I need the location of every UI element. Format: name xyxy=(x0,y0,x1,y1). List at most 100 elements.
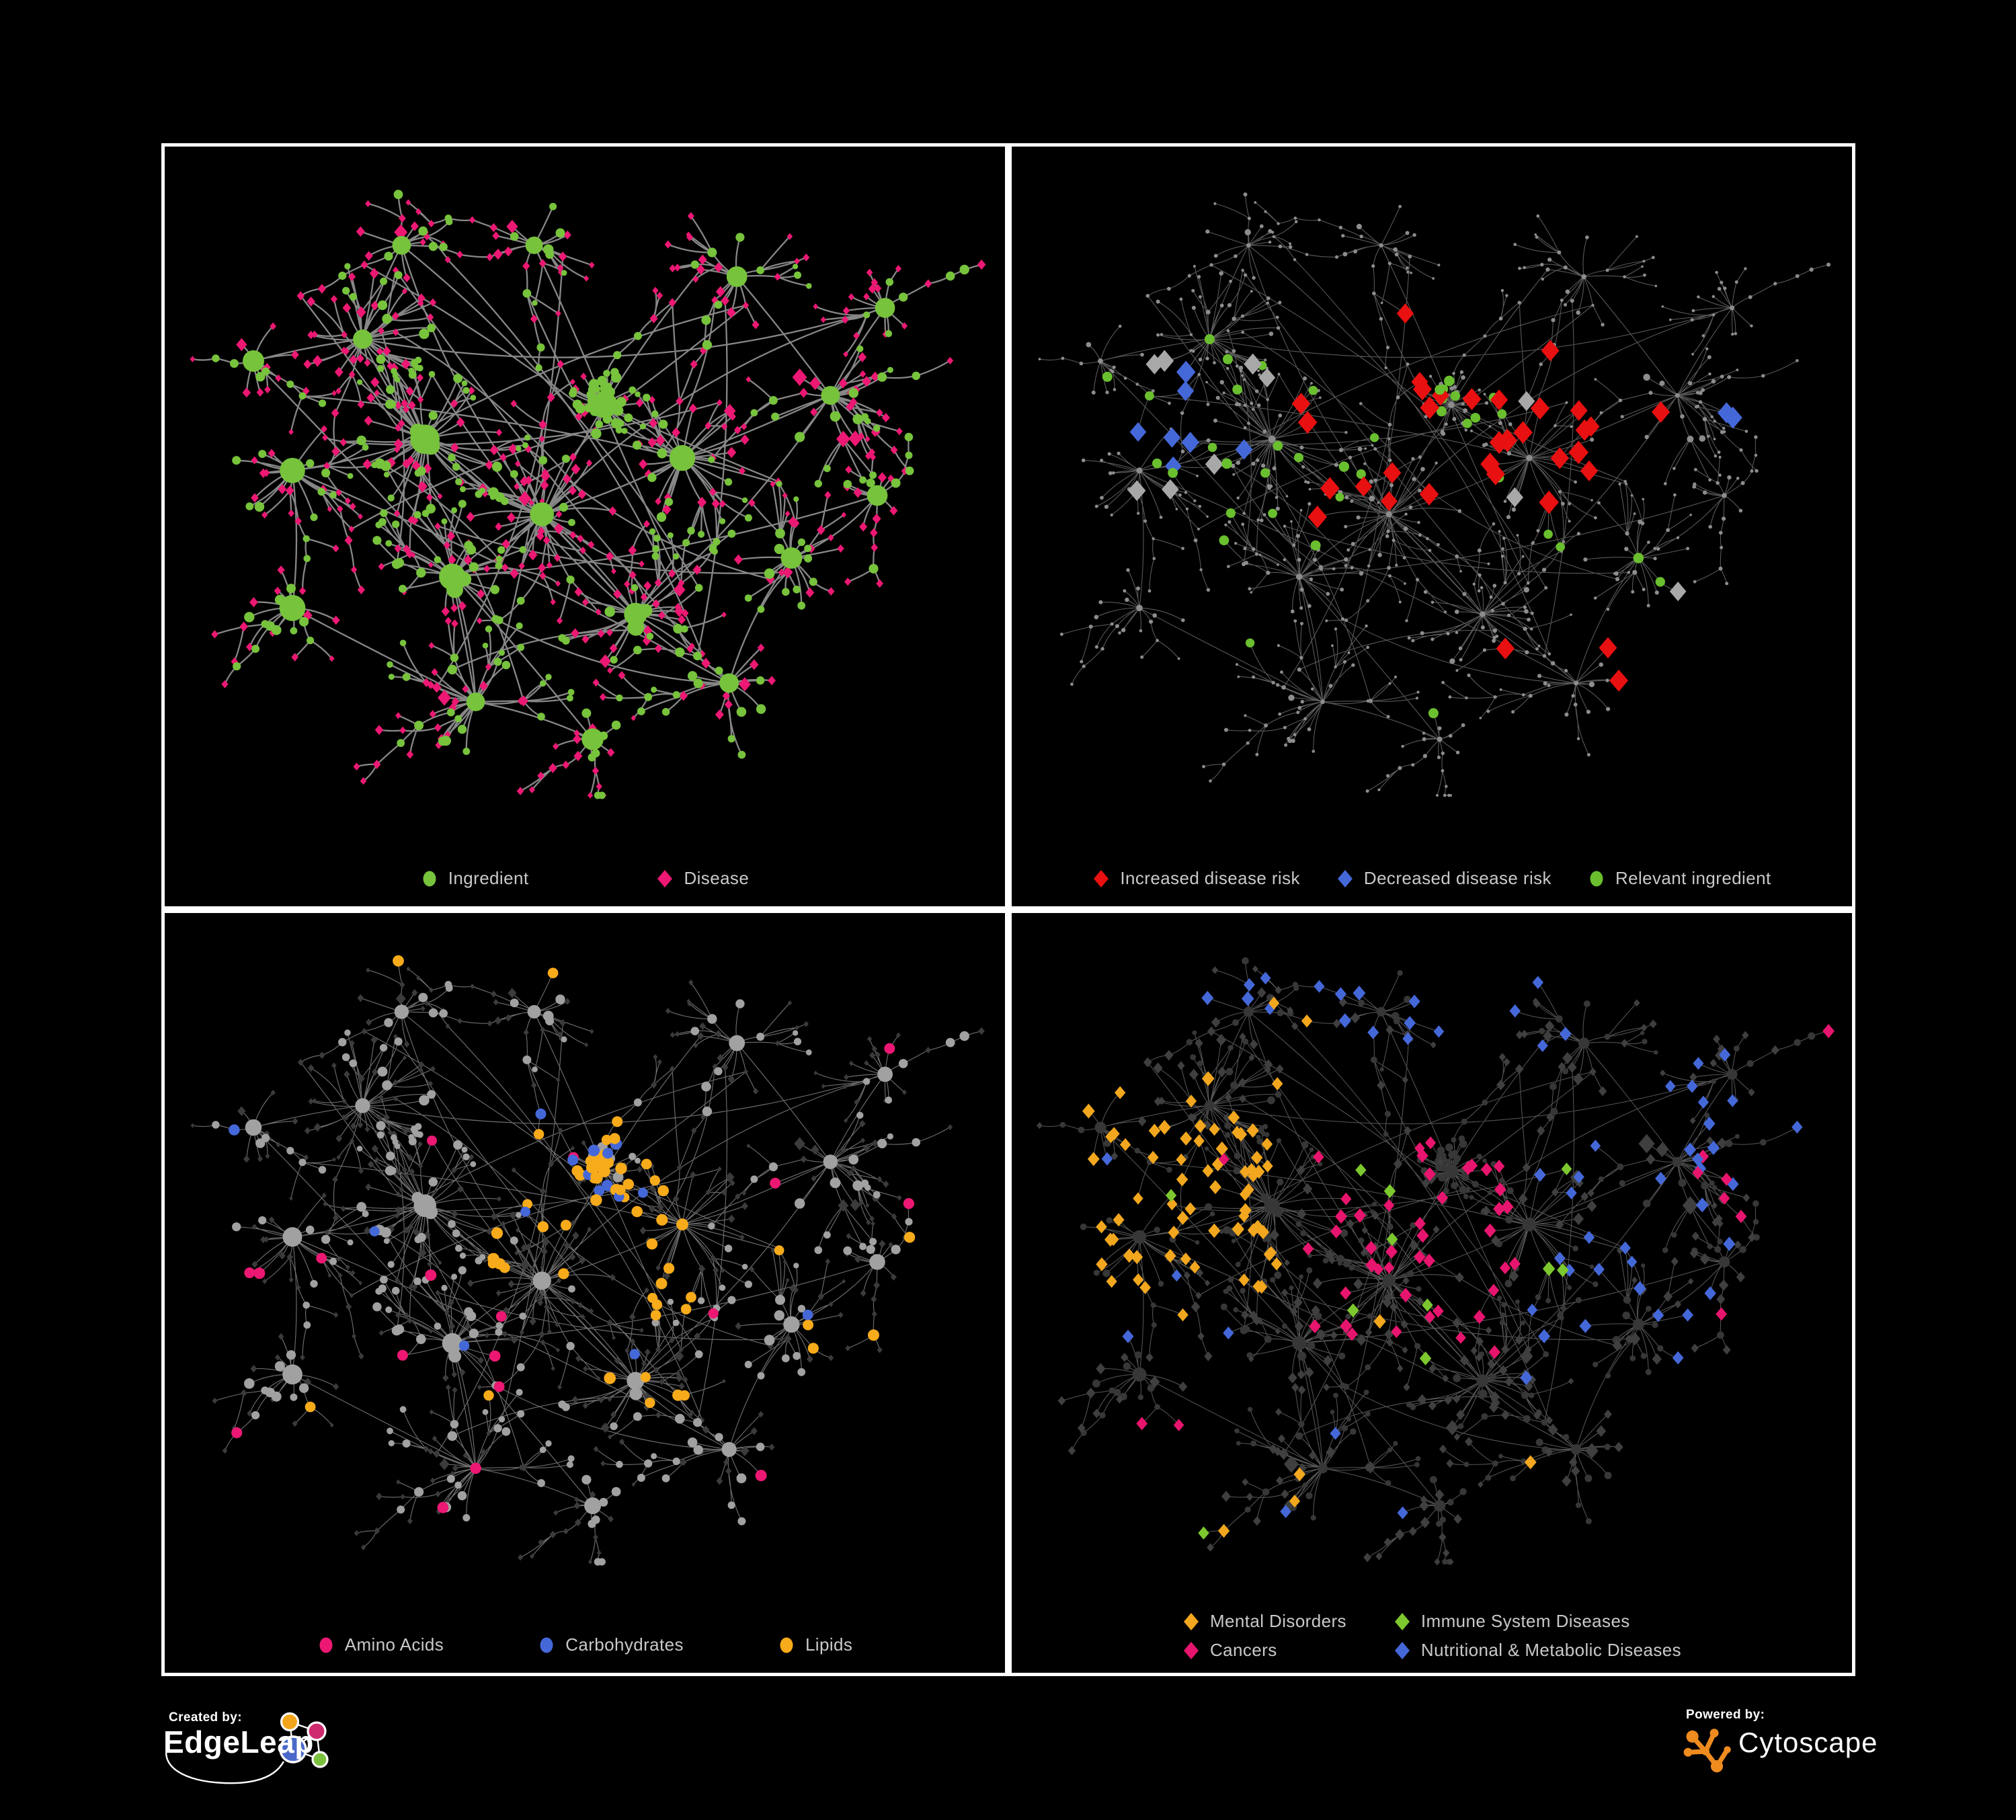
ingredient-node xyxy=(1722,426,1726,430)
disease-node xyxy=(516,1228,520,1233)
disease-node xyxy=(476,617,483,625)
ingredient-node xyxy=(887,1133,893,1140)
disease-node xyxy=(689,642,695,649)
ingredient-node xyxy=(1275,1091,1282,1098)
disease-node xyxy=(1478,573,1482,577)
ingredient-node xyxy=(1260,1193,1269,1202)
ingredient-node xyxy=(1318,1162,1323,1166)
disease-node xyxy=(420,1006,426,1012)
disease-node xyxy=(514,1250,519,1256)
disease-node xyxy=(1439,1532,1447,1542)
ingredient-node xyxy=(750,409,758,417)
ingredient-node xyxy=(1379,243,1383,248)
ingredient-node xyxy=(638,1187,648,1198)
ingredient-node xyxy=(1152,459,1162,469)
legend-label: Mental Disorders xyxy=(1210,1611,1346,1631)
disease-node xyxy=(411,1319,415,1324)
disease-node xyxy=(491,1212,498,1221)
ingredient-node xyxy=(1646,604,1650,608)
disease-node xyxy=(538,435,545,442)
disease-node xyxy=(598,1396,604,1404)
disease-node xyxy=(1503,581,1507,585)
ingredient-node xyxy=(1223,1226,1231,1234)
disease-node xyxy=(629,570,637,580)
ingredient-node xyxy=(616,694,623,702)
ingredient-node xyxy=(1748,295,1752,299)
disease-node xyxy=(1394,1158,1403,1169)
disease-node xyxy=(402,1055,407,1060)
disease-node xyxy=(312,355,323,367)
disease-node xyxy=(1689,1072,1697,1082)
ingredient-node xyxy=(572,399,583,409)
ingredient-node xyxy=(495,1311,507,1322)
disease-node xyxy=(883,1180,889,1188)
ingredient-node xyxy=(399,584,407,593)
disease-node xyxy=(1554,424,1557,428)
disease-node xyxy=(485,663,492,671)
disease-node xyxy=(1436,1191,1449,1205)
ingredient-node xyxy=(1439,1174,1445,1180)
disease-node xyxy=(1133,1273,1144,1286)
ingredient-node xyxy=(1394,252,1399,257)
ingredient-node xyxy=(286,381,294,388)
ingredient-node xyxy=(1545,1298,1551,1304)
ingredient-node xyxy=(904,432,914,442)
node-layer xyxy=(190,955,985,1566)
disease-node xyxy=(1293,619,1297,623)
ingredient-node xyxy=(1276,326,1281,330)
disease-node xyxy=(715,1030,722,1038)
legend-item-mental-disorders: Mental Disorders xyxy=(1182,1611,1346,1632)
ingredient-node xyxy=(391,1287,400,1295)
ingredient-node xyxy=(535,364,542,372)
ingredient-node xyxy=(669,445,696,471)
ingredient-node xyxy=(1366,645,1369,649)
disease-node xyxy=(659,1378,665,1386)
disease-node xyxy=(1313,1150,1324,1164)
ingredient-node xyxy=(1606,707,1611,711)
ingredient-node xyxy=(254,502,265,512)
disease-node xyxy=(643,581,652,590)
disease-node xyxy=(1409,1240,1419,1251)
ingredient-node xyxy=(602,1156,614,1169)
ingredient-node xyxy=(1156,639,1159,642)
ingredient-node xyxy=(794,271,801,279)
disease-node xyxy=(599,693,606,701)
disease-node xyxy=(637,1166,643,1173)
disease-node xyxy=(600,1460,606,1467)
ingredient-node xyxy=(425,1269,437,1281)
ingredient-node xyxy=(756,676,765,685)
disease-node xyxy=(1251,1150,1263,1165)
disease-node xyxy=(1128,480,1146,502)
disease-node xyxy=(1239,1032,1246,1041)
ingredient-node xyxy=(394,1324,405,1335)
ingredient-node xyxy=(1498,1454,1503,1459)
ingredient-node xyxy=(495,562,503,569)
ingredient-node xyxy=(392,236,411,255)
ingredient-node xyxy=(1567,1285,1572,1290)
disease-node xyxy=(1213,418,1217,423)
ingredient-node xyxy=(1574,480,1577,484)
ingredient-node xyxy=(1294,452,1303,463)
disease-node xyxy=(770,481,776,487)
disease-node xyxy=(340,346,348,354)
disease-node xyxy=(865,452,872,460)
disease-node xyxy=(1487,562,1490,565)
disease-node xyxy=(669,264,676,273)
disease-node xyxy=(1594,378,1597,381)
ingredient-node xyxy=(680,625,688,633)
disease-node xyxy=(563,1528,569,1535)
disease-node xyxy=(555,510,563,518)
ingredient-node xyxy=(561,270,567,276)
disease-node xyxy=(1205,229,1210,234)
ingredient-node xyxy=(823,1231,831,1239)
ingredient-node xyxy=(379,1043,388,1052)
ingredient-node xyxy=(1246,741,1250,745)
disease-node xyxy=(571,1146,575,1151)
disease-node xyxy=(1257,987,1266,998)
ingredient-node xyxy=(661,708,670,716)
disease-node xyxy=(860,1138,865,1144)
ingredient-node xyxy=(516,596,525,605)
disease-node xyxy=(378,563,385,571)
ingredient-node xyxy=(561,637,570,645)
disease-node xyxy=(678,1382,685,1390)
